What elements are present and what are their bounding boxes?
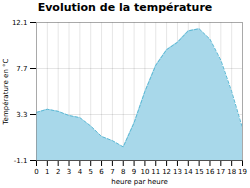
svg-text:4: 4 (78, 168, 83, 176)
svg-text:6: 6 (99, 168, 104, 176)
svg-text:10: 10 (140, 168, 149, 176)
svg-text:0: 0 (34, 168, 38, 176)
svg-text:1: 1 (45, 168, 49, 176)
svg-text:7: 7 (110, 168, 114, 176)
svg-text:19: 19 (238, 168, 247, 176)
svg-text:9: 9 (132, 168, 136, 176)
svg-text:12: 12 (162, 168, 171, 176)
svg-text:18: 18 (227, 168, 236, 176)
svg-text:3.3: 3.3 (16, 111, 27, 119)
svg-text:2: 2 (56, 168, 60, 176)
svg-text:14: 14 (184, 168, 193, 176)
svg-text:5: 5 (88, 168, 92, 176)
svg-text:13: 13 (173, 168, 182, 176)
svg-text:16: 16 (206, 168, 215, 176)
svg-text:8: 8 (121, 168, 125, 176)
svg-text:7.7: 7.7 (16, 65, 27, 73)
svg-text:11: 11 (151, 168, 160, 176)
svg-text:3: 3 (67, 168, 71, 176)
svg-text:12.1: 12.1 (12, 19, 28, 27)
svg-text:Température en °C: Température en °C (2, 58, 10, 125)
svg-text:17: 17 (216, 168, 225, 176)
svg-text:15: 15 (195, 168, 204, 176)
svg-text:heure par heure: heure par heure (111, 178, 167, 186)
html-text:Evolution de la température: Evolution de la température (37, 1, 213, 14)
svg-text:-1.1: -1.1 (14, 157, 28, 165)
